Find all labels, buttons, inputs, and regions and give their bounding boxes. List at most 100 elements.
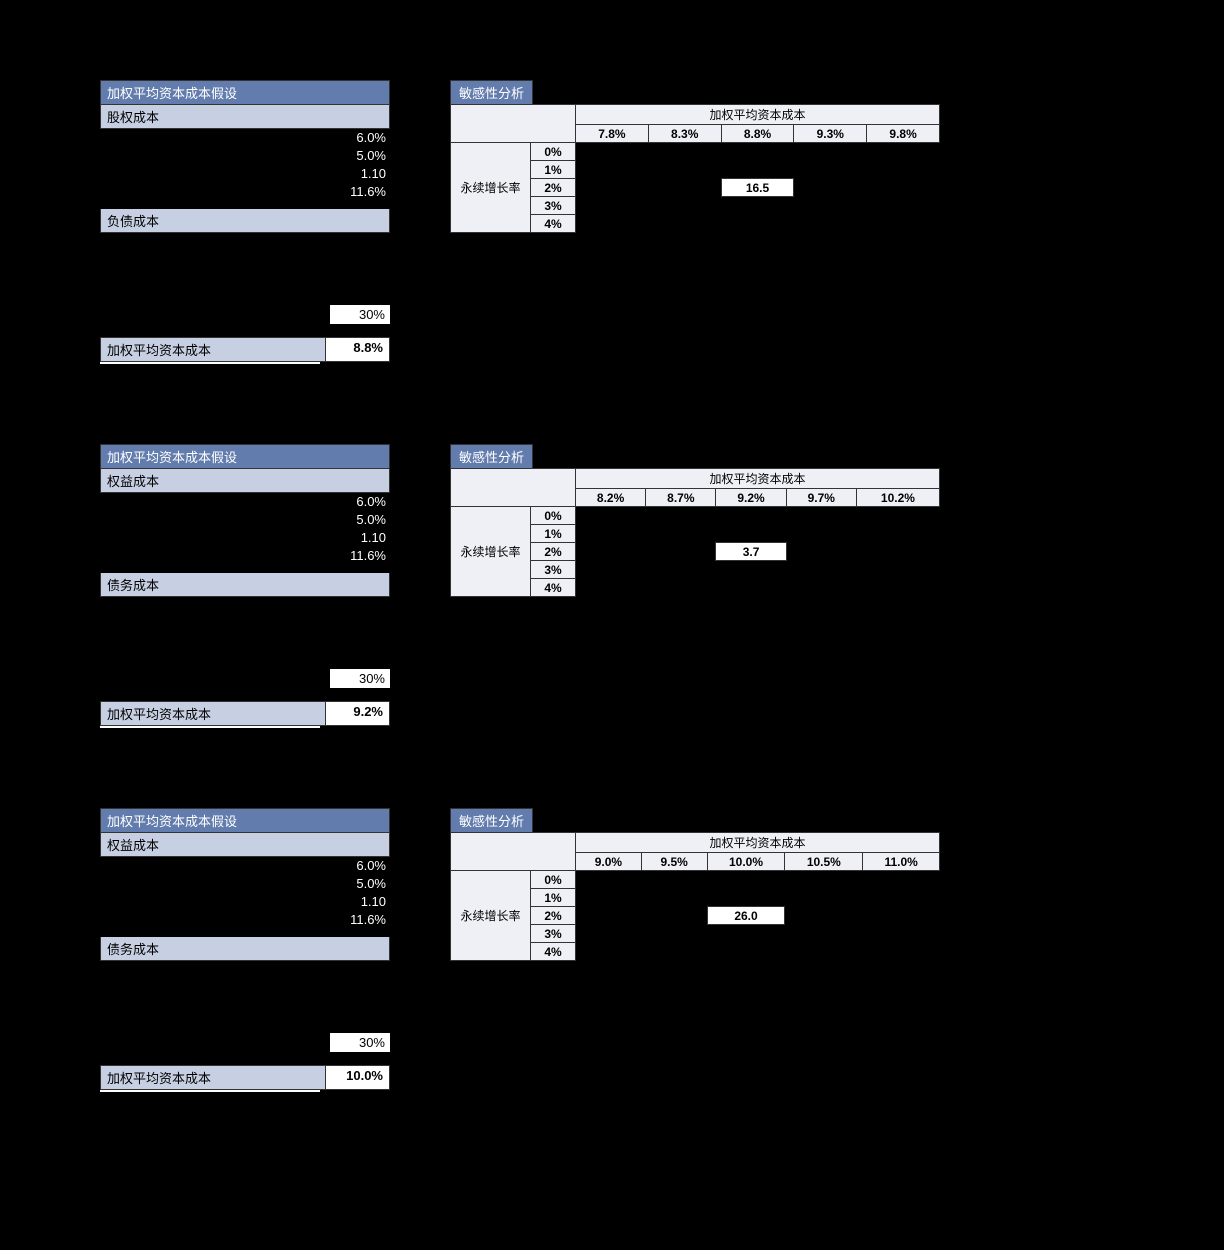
sensitivity-table: 加权平均资本成本 8.2%8.7%9.2%9.7%10.2%永续增长率0%1%2… [450, 468, 940, 597]
wacc-empty-row [100, 597, 390, 615]
sens-cell [646, 543, 716, 561]
sens-cell [867, 197, 940, 215]
wacc-final-label: 加权平均资本成本 [101, 1066, 325, 1089]
sens-cell [785, 943, 863, 961]
sens-row-header: 2% [531, 179, 576, 197]
sens-cell [786, 525, 856, 543]
sens-cell [576, 943, 642, 961]
sens-col-header: 8.7% [646, 489, 716, 507]
wacc-sub-debt: 负债成本 [100, 209, 390, 233]
sens-cell [707, 925, 785, 943]
wacc-empty-row [100, 287, 390, 305]
sens-col-header: 11.0% [863, 853, 940, 871]
sens-cell [707, 943, 785, 961]
wacc-value-row: 6.0% [100, 129, 390, 147]
sensitivity-title: 敏感性分析 [450, 444, 533, 469]
wacc-empty-row [100, 1015, 390, 1033]
wacc-empty-row [100, 961, 390, 979]
wacc-final-row: 加权平均资本成本 8.8% [100, 337, 390, 362]
sens-row-header: 3% [531, 197, 576, 215]
wacc-sub-debt: 债务成本 [100, 573, 390, 597]
sens-col-header: 7.8% [576, 125, 649, 143]
wacc-empty-row [100, 251, 390, 269]
sens-cell [707, 871, 785, 889]
sens-row-group-header: 永续增长率 [451, 143, 531, 233]
sens-cell [576, 907, 642, 925]
sens-spotlight-cell: 16.5 [721, 179, 794, 197]
sens-row-header: 4% [531, 579, 576, 597]
sensitivity-table: 加权平均资本成本 9.0%9.5%10.0%10.5%11.0%永续增长率0%1… [450, 832, 940, 961]
wacc-empty-row [100, 651, 390, 669]
wacc-underline [100, 1090, 320, 1092]
wacc-value: 1.10 [330, 529, 390, 546]
wacc-sub-equity: 股权成本 [100, 105, 390, 129]
sens-corner [451, 833, 576, 871]
sens-cell [576, 561, 646, 579]
sens-row-header: 4% [531, 215, 576, 233]
sens-cell [856, 561, 939, 579]
sens-cell [785, 925, 863, 943]
wacc-value-row: 1.10 [100, 893, 390, 911]
sens-cell [716, 561, 786, 579]
sens-spotlight-cell: 3.7 [716, 543, 786, 561]
sens-cell [576, 161, 649, 179]
sens-cell [576, 889, 642, 907]
sensitivity-table: 加权平均资本成本 7.8%8.3%8.8%9.3%9.8%永续增长率0%1%2%… [450, 104, 940, 233]
wacc-value-row: 1.10 [100, 165, 390, 183]
sens-row-header: 0% [531, 871, 576, 889]
wacc-sub-equity: 权益成本 [100, 833, 390, 857]
sens-cell [716, 579, 786, 597]
sens-cell [576, 579, 646, 597]
sens-cell [786, 579, 856, 597]
sens-cell [786, 561, 856, 579]
wacc-final-value: 9.2% [325, 702, 389, 725]
sens-cell [785, 871, 863, 889]
sens-col-group-header: 加权平均资本成本 [576, 469, 940, 489]
wacc-final-value: 8.8% [325, 338, 389, 361]
wacc-value-row: 1.10 [100, 529, 390, 547]
sens-cell [641, 925, 707, 943]
sens-col-header: 9.3% [794, 125, 867, 143]
sens-row-header: 0% [531, 143, 576, 161]
sens-row-group-header: 永续增长率 [451, 871, 531, 961]
sens-cell [794, 197, 867, 215]
sens-cell [716, 525, 786, 543]
sens-row-header: 1% [531, 161, 576, 179]
sens-row-header: 3% [531, 925, 576, 943]
wacc-value: 6.0% [330, 857, 390, 874]
sens-cell [863, 907, 940, 925]
wacc-underline [100, 362, 320, 364]
sens-cell [641, 907, 707, 925]
sens-cell [576, 197, 649, 215]
sens-col-header: 8.8% [721, 125, 794, 143]
wacc-value-row: 11.6% [100, 547, 390, 565]
wacc-title: 加权平均资本成本假设 [100, 444, 390, 469]
sens-cell [648, 179, 721, 197]
sensitivity-title: 敏感性分析 [450, 80, 533, 105]
sens-cell [867, 161, 940, 179]
sens-cell [707, 889, 785, 907]
sens-col-header: 9.7% [786, 489, 856, 507]
sens-cell [576, 525, 646, 543]
sens-col-header: 9.2% [716, 489, 786, 507]
sens-col-header: 8.3% [648, 125, 721, 143]
wacc-final-label: 加权平均资本成本 [101, 338, 325, 361]
sens-col-group-header: 加权平均资本成本 [576, 833, 940, 853]
sens-cell [863, 943, 940, 961]
sens-row-header: 0% [531, 507, 576, 525]
sens-cell [867, 179, 940, 197]
sens-cell [641, 943, 707, 961]
sens-corner [451, 105, 576, 143]
sens-cell [648, 197, 721, 215]
wacc-sub-debt: 债务成本 [100, 937, 390, 961]
sens-cell [646, 507, 716, 525]
wacc-value-row: 5.0% [100, 875, 390, 893]
sens-cell [786, 543, 856, 561]
sens-cell [646, 561, 716, 579]
wacc-value: 11.6% [330, 547, 390, 564]
sens-corner [451, 469, 576, 507]
sens-col-header: 8.2% [576, 489, 646, 507]
wacc-panel: 加权平均资本成本假设权益成本6.0%5.0%1.1011.6%债务成本30% 加… [100, 444, 390, 728]
sensitivity-panel: 敏感性分析 加权平均资本成本 9.0%9.5%10.0%10.5%11.0%永续… [450, 808, 940, 1092]
sens-col-group-header: 加权平均资本成本 [576, 105, 940, 125]
